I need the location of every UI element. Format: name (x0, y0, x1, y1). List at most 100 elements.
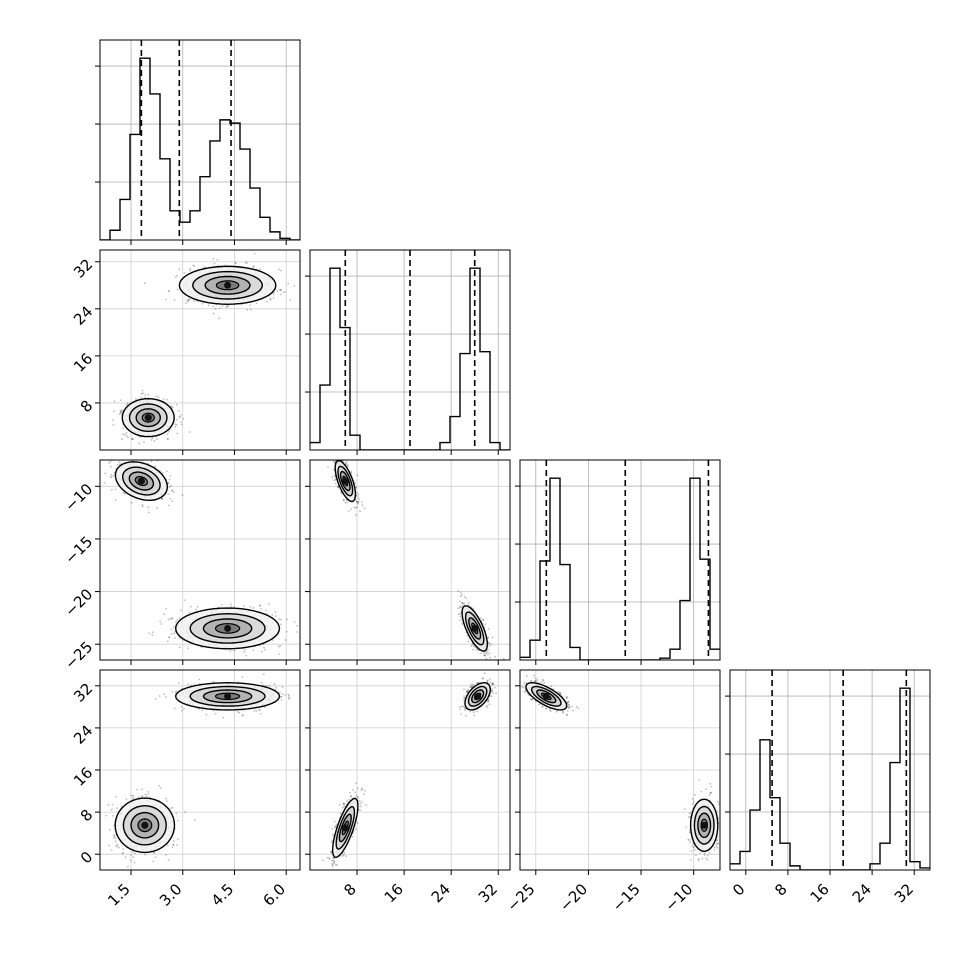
data-point (171, 618, 173, 620)
data-point (457, 607, 459, 609)
data-point (340, 451, 342, 453)
data-point (213, 313, 215, 315)
data-point (285, 639, 287, 641)
data-point (461, 602, 463, 604)
data-point (117, 464, 119, 466)
data-point (178, 410, 180, 412)
data-point (280, 294, 282, 296)
data-point (468, 641, 470, 643)
data-point (176, 844, 178, 846)
data-point (113, 424, 115, 426)
data-point (147, 793, 149, 795)
data-point (155, 856, 157, 858)
data-point (190, 606, 192, 608)
data-point (273, 293, 275, 295)
scatter-panel-4-1 (100, 670, 317, 870)
data-point (112, 815, 114, 817)
data-point (256, 302, 258, 304)
data-point (173, 626, 175, 628)
data-point (486, 652, 488, 654)
data-point (254, 253, 256, 255)
data-point (286, 631, 288, 633)
data-point (278, 646, 280, 648)
data-point (358, 501, 360, 503)
data-point (250, 309, 252, 311)
data-point (470, 645, 472, 647)
data-point (253, 265, 255, 267)
data-point (274, 611, 276, 613)
data-point (135, 398, 137, 400)
data-point (208, 305, 210, 307)
data-point (151, 634, 153, 636)
data-point (176, 619, 178, 621)
data-point (124, 458, 126, 460)
data-point (184, 599, 186, 601)
scatter-panel-3-2 (310, 451, 510, 660)
data-point (468, 602, 470, 604)
data-point (159, 621, 161, 623)
data-point (134, 862, 136, 864)
data-point (109, 829, 111, 831)
data-point (176, 433, 178, 435)
data-point (174, 426, 176, 428)
data-point (150, 453, 152, 455)
data-point (489, 652, 491, 654)
data-point (357, 506, 359, 508)
data-point (115, 845, 117, 847)
data-point (110, 476, 112, 478)
data-point (183, 272, 185, 274)
data-point (176, 419, 178, 421)
data-point (464, 596, 466, 598)
data-point (457, 590, 459, 592)
data-point (179, 617, 181, 619)
data-point (301, 282, 303, 284)
data-point (144, 282, 146, 284)
data-point (112, 475, 114, 477)
data-point (293, 285, 295, 287)
data-point (112, 419, 114, 421)
data-point (503, 658, 505, 660)
data-point (485, 655, 487, 657)
data-point (144, 394, 146, 396)
data-point (357, 494, 359, 496)
data-point (168, 493, 170, 495)
data-point (168, 637, 170, 639)
data-point (227, 306, 229, 308)
data-point (165, 798, 167, 800)
data-point (189, 431, 191, 433)
data-point (189, 270, 191, 272)
data-point (273, 297, 275, 299)
data-point (167, 438, 169, 440)
histogram-panel-2 (305, 250, 510, 450)
data-point (174, 299, 176, 301)
data-point (179, 268, 181, 270)
data-point (280, 619, 282, 621)
density-peak (224, 282, 231, 289)
data-point (461, 623, 463, 625)
scatter-panel-3-1 (95, 455, 325, 664)
data-point (118, 847, 120, 849)
data-point (194, 819, 196, 821)
data-point (171, 501, 173, 503)
data-point (142, 392, 144, 394)
data-point (259, 268, 261, 270)
data-point (286, 618, 288, 620)
data-point (122, 848, 124, 850)
data-point (244, 649, 246, 651)
density-peak (138, 478, 145, 485)
density-peak (342, 478, 349, 485)
data-point (173, 840, 175, 842)
data-point (168, 859, 170, 861)
data-point (141, 796, 143, 798)
data-point (494, 656, 496, 658)
data-point (177, 820, 179, 822)
data-point (459, 605, 461, 607)
data-point (333, 479, 335, 481)
data-point (169, 486, 171, 488)
data-point (323, 610, 325, 612)
data-point (132, 851, 134, 853)
data-point (176, 275, 178, 277)
data-point (160, 623, 162, 625)
data-point (284, 291, 286, 293)
